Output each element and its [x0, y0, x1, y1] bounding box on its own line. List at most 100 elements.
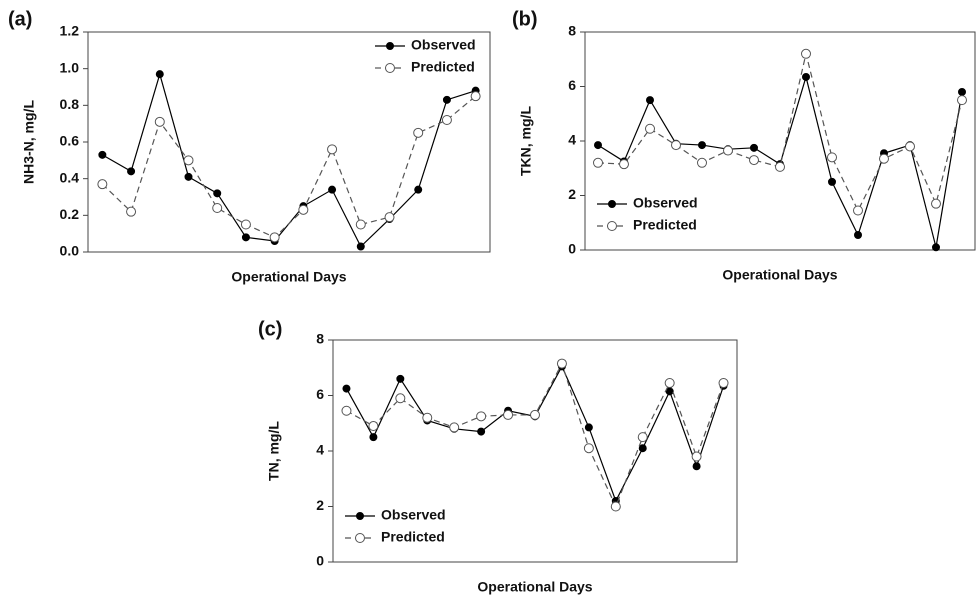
data-point — [664, 378, 675, 389]
data-point — [98, 150, 107, 159]
data-point — [905, 141, 915, 152]
y-axis-label: TN, mg/L — [266, 421, 282, 481]
y-tick-label: 4 — [568, 132, 576, 148]
data-point — [241, 233, 250, 242]
data-point — [476, 411, 487, 422]
panel-label: (c) — [258, 318, 282, 340]
data-point — [692, 462, 701, 471]
data-point — [530, 409, 540, 420]
data-point — [828, 177, 836, 186]
data-point — [698, 141, 706, 150]
y-tick-label: 6 — [316, 386, 324, 402]
data-point — [449, 422, 460, 433]
y-axis-label: TKN, mg/L — [518, 106, 534, 176]
data-point — [583, 443, 594, 454]
y-tick-label: 0 — [568, 241, 576, 257]
data-point — [97, 179, 108, 190]
data-point — [212, 203, 223, 213]
legend-label: Predicted — [633, 217, 697, 233]
data-point — [646, 96, 654, 105]
data-point — [355, 219, 366, 230]
legend-marker — [386, 42, 394, 50]
data-point — [477, 427, 486, 436]
data-point — [395, 393, 406, 404]
data-point — [396, 374, 405, 383]
data-point — [854, 231, 862, 240]
data-point — [503, 409, 514, 420]
data-point — [853, 205, 863, 216]
data-point — [671, 140, 681, 151]
data-point — [697, 157, 707, 168]
y-tick-label: 0.4 — [60, 169, 80, 185]
data-point — [298, 204, 309, 215]
data-point — [356, 242, 365, 251]
y-tick-label: 0.6 — [60, 133, 80, 149]
chart-panel: (c) 0 2 4 6 8 TN, mg/L Operational Days Observed… — [258, 318, 738, 595]
data-point — [775, 161, 785, 172]
data-point — [638, 444, 647, 453]
data-point — [637, 432, 648, 443]
panel-label: (a) — [8, 8, 32, 30]
data-point — [414, 185, 423, 194]
panel-label: (b) — [512, 8, 538, 30]
data-point — [610, 501, 621, 512]
data-point — [368, 421, 379, 432]
x-axis-label: Operational Days — [231, 269, 346, 285]
data-point — [802, 72, 810, 81]
data-point — [369, 433, 378, 442]
legend-marker — [356, 512, 364, 520]
y-tick-label: 8 — [316, 331, 324, 347]
chart-panel: (a) 0.0 0.2 0.4 0.6 0.8 1.0 1.2 NH3-N, mg/L Opera… — [8, 8, 491, 285]
data-point — [341, 405, 352, 416]
data-point — [126, 206, 137, 217]
data-point — [879, 153, 889, 164]
y-tick-label: 0.8 — [60, 96, 80, 112]
legend-marker — [385, 63, 395, 73]
data-point — [384, 212, 395, 223]
data-point — [442, 95, 451, 104]
y-axis-label: NH3-N, mg/L — [21, 100, 37, 184]
series-line — [101, 95, 477, 239]
data-point — [718, 378, 729, 389]
legend-label: Predicted — [411, 59, 475, 75]
data-point — [413, 127, 424, 138]
data-point — [328, 185, 337, 194]
legend-marker — [607, 221, 617, 231]
data-point — [749, 155, 759, 166]
data-point — [827, 152, 837, 163]
data-point — [958, 87, 966, 96]
y-tick-label: 0 — [316, 553, 324, 569]
series-line — [102, 71, 476, 248]
legend-label: Observed — [381, 507, 446, 523]
chart-panel: (b) 0 2 4 6 8 TKN, mg/L Operational Days Observe… — [512, 8, 976, 283]
legend-label: Observed — [633, 195, 698, 211]
data-point — [470, 91, 481, 102]
legend-marker — [608, 200, 616, 208]
data-point — [240, 219, 251, 230]
data-point — [441, 115, 452, 125]
y-tick-label: 2 — [568, 186, 576, 202]
legend-label: Predicted — [381, 529, 445, 545]
y-tick-label: 2 — [316, 497, 324, 513]
data-point — [645, 123, 655, 134]
data-point — [691, 451, 702, 462]
y-tick-label: 4 — [316, 442, 324, 458]
data-point — [127, 167, 136, 176]
data-point — [957, 95, 967, 106]
data-point — [594, 141, 602, 150]
data-point — [931, 198, 941, 209]
data-point — [342, 384, 351, 393]
data-point — [154, 116, 165, 127]
data-point — [269, 232, 280, 243]
data-point — [213, 189, 222, 198]
data-point — [422, 412, 433, 423]
y-tick-label: 8 — [568, 23, 576, 39]
data-point — [584, 423, 593, 432]
data-point — [327, 144, 338, 155]
data-point — [184, 172, 193, 181]
y-tick-label: 1.2 — [60, 23, 80, 39]
legend-label: Observed — [411, 37, 476, 53]
data-point — [556, 358, 567, 369]
data-point — [593, 157, 603, 168]
